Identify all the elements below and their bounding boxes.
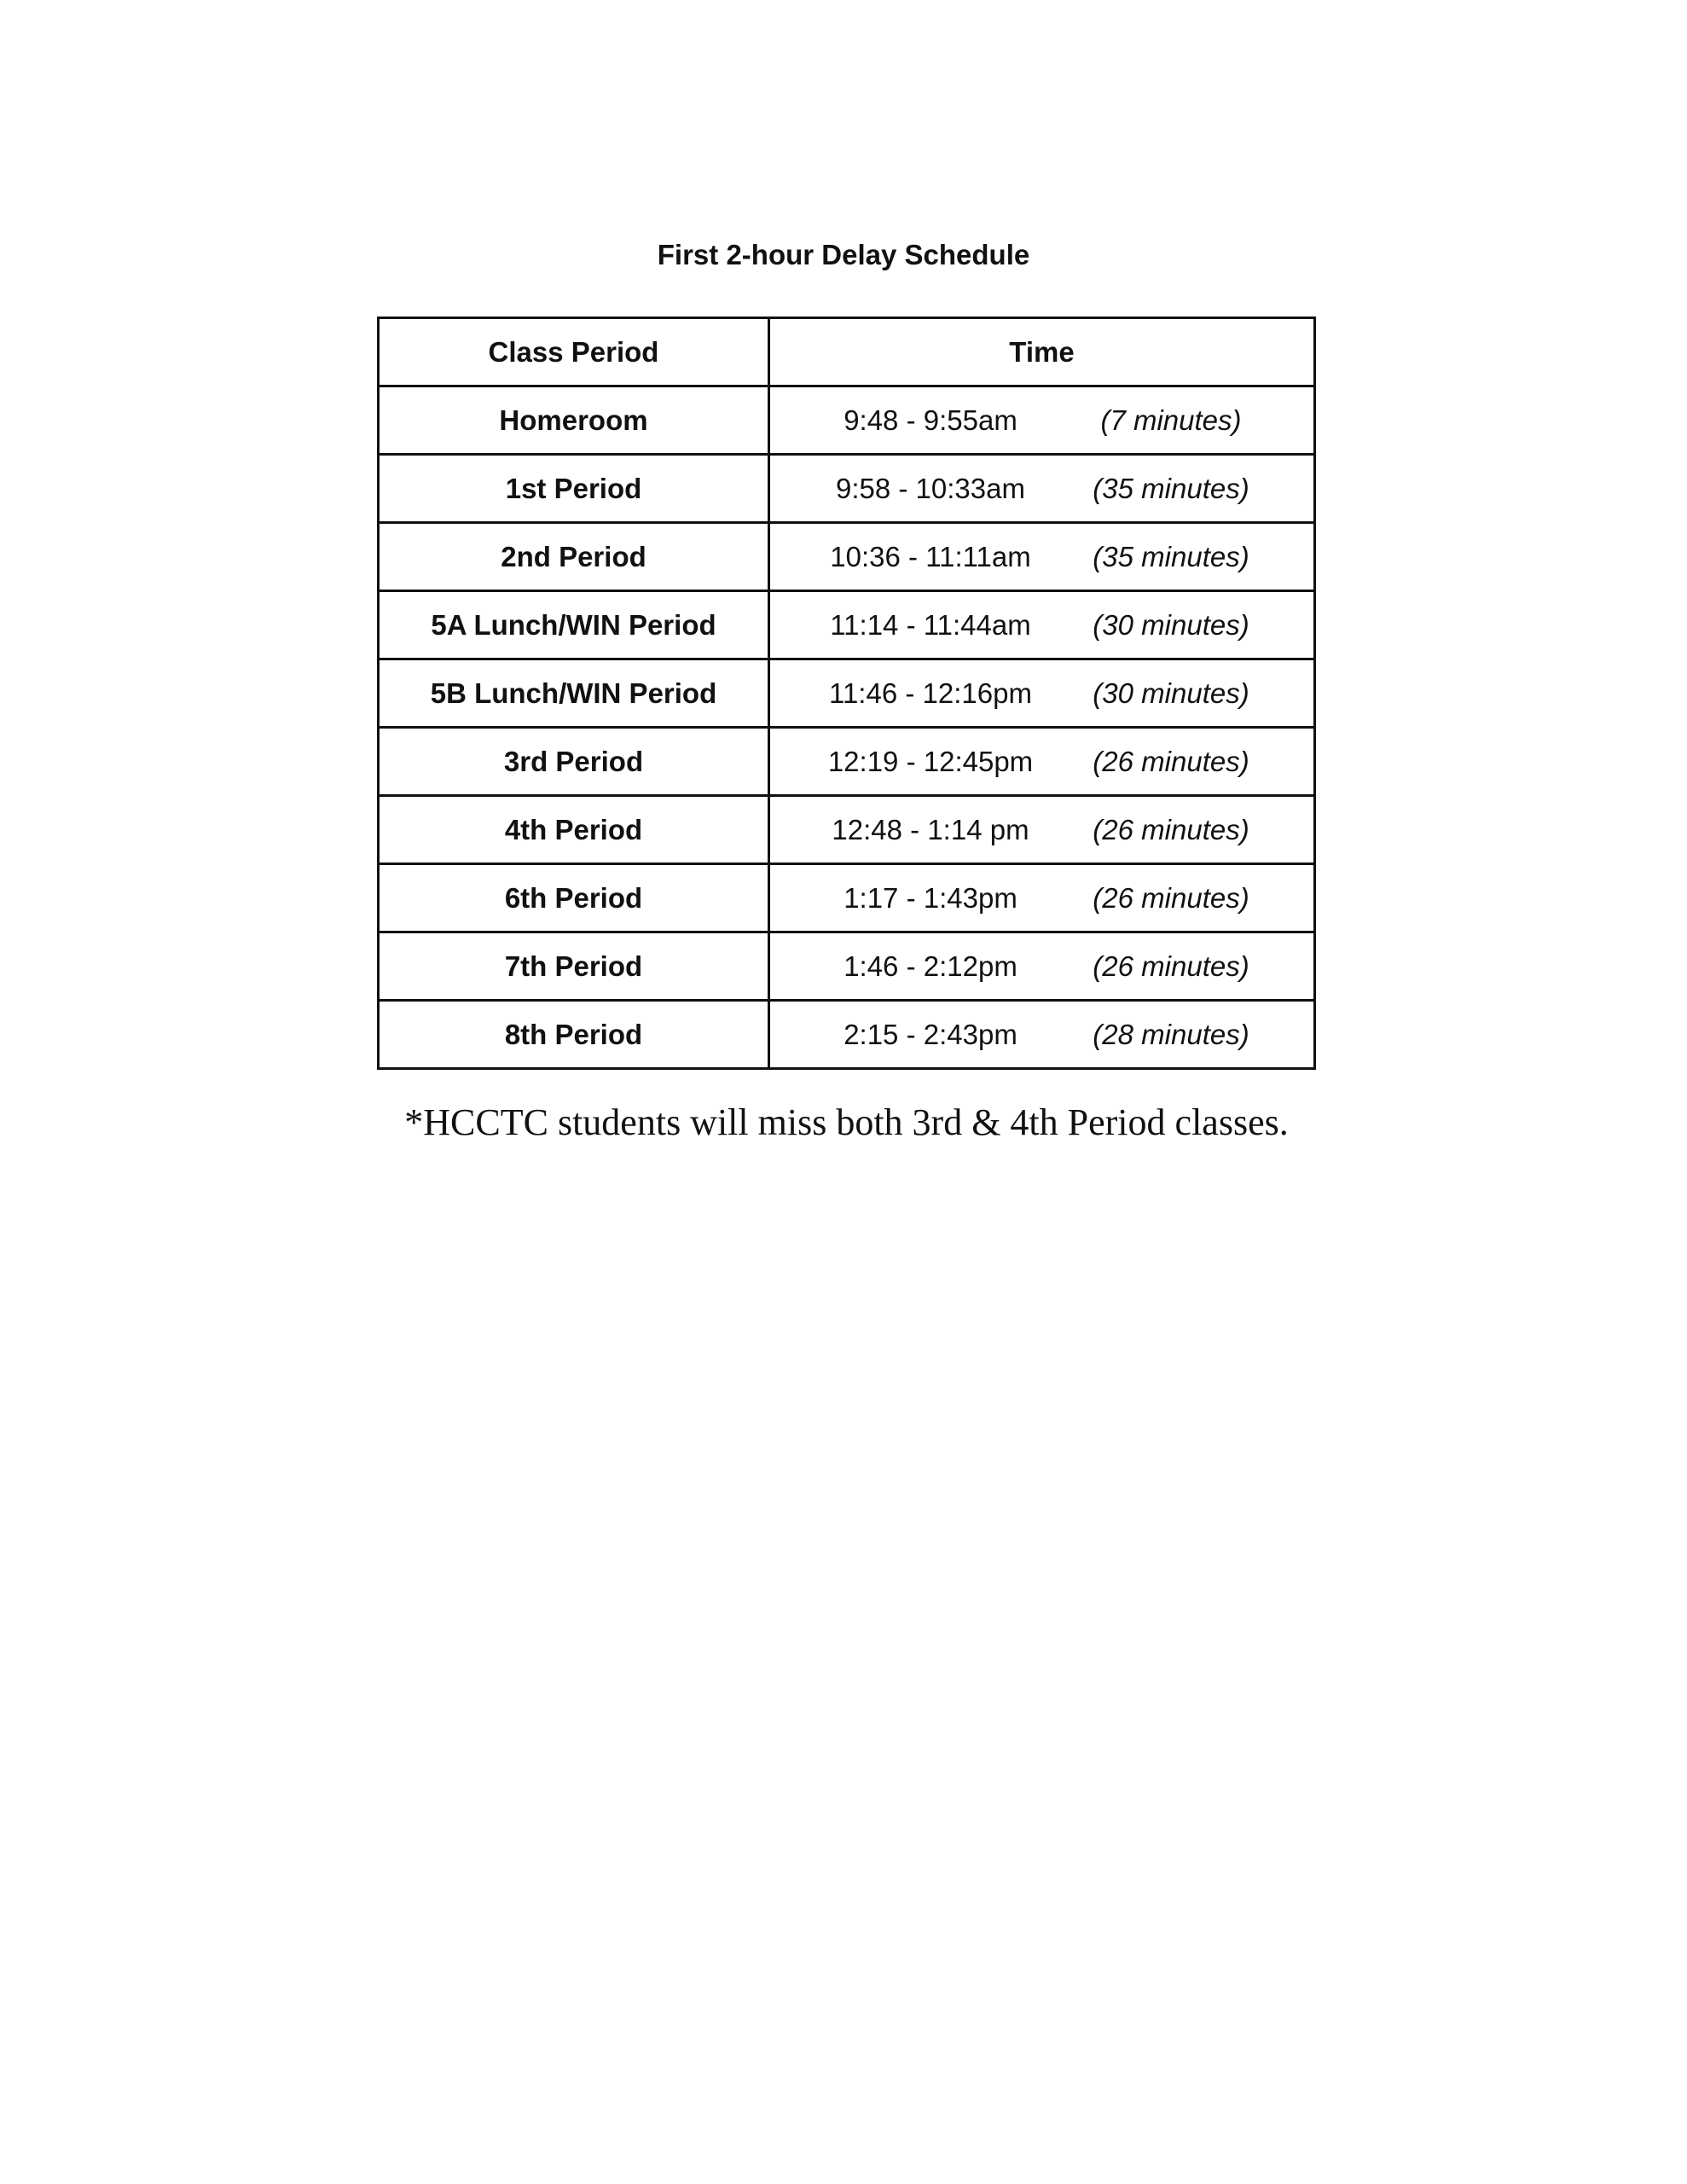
table-row: 4th Period 12:48 - 1:14 pm (26 minutes) [377, 794, 1316, 865]
document-title: First 2-hour Delay Schedule [657, 239, 1030, 270]
time-range: 2:15 - 2:43pm [844, 1018, 1017, 1050]
period-cell: 1st Period [377, 453, 770, 524]
time-cell: 1:17 - 1:43pm (26 minutes) [768, 863, 1316, 933]
duration: (30 minutes) [1093, 608, 1249, 641]
header-class-period: Class Period [377, 317, 770, 387]
duration: (30 minutes) [1093, 677, 1249, 709]
table-row: 5B Lunch/WIN Period 11:46 - 12:16pm (30 … [377, 658, 1316, 729]
table-row: 7th Period 1:46 - 2:12pm (26 minutes) [377, 931, 1316, 1002]
duration: (7 minutes) [1100, 404, 1242, 436]
time-cell: 9:58 - 10:33am (35 minutes) [768, 453, 1316, 524]
period-cell: 2nd Period [377, 521, 770, 592]
time-range: 9:58 - 10:33am [836, 472, 1025, 504]
period-cell: 5A Lunch/WIN Period [377, 590, 770, 660]
time-range: 12:48 - 1:14 pm [832, 813, 1029, 845]
time-cell: 12:48 - 1:14 pm (26 minutes) [768, 794, 1316, 865]
time-range: 9:48 - 9:55am [844, 404, 1017, 436]
time-cell: 1:46 - 2:12pm (26 minutes) [768, 931, 1316, 1002]
duration: (26 minutes) [1093, 813, 1249, 845]
time-range: 1:17 - 1:43pm [844, 881, 1017, 914]
time-cell: 11:46 - 12:16pm (30 minutes) [768, 658, 1316, 729]
time-range: 11:46 - 12:16pm [829, 677, 1032, 709]
time-range: 10:36 - 11:11am [830, 540, 1031, 572]
table-row: 8th Period 2:15 - 2:43pm (28 minutes) [377, 999, 1316, 1070]
duration: (35 minutes) [1093, 472, 1249, 504]
duration: (26 minutes) [1093, 950, 1249, 982]
period-cell: 7th Period [377, 931, 770, 1002]
time-cell: 12:19 - 12:45pm (26 minutes) [768, 726, 1316, 797]
period-cell: 5B Lunch/WIN Period [377, 658, 770, 729]
period-cell: 6th Period [377, 863, 770, 933]
time-cell: 10:36 - 11:11am (35 minutes) [768, 521, 1316, 592]
time-cell: 11:14 - 11:44am (30 minutes) [768, 590, 1316, 660]
footnote: *HCCTC students will miss both 3rd & 4th… [404, 1101, 1289, 1143]
time-range: 11:14 - 11:44am [830, 608, 1031, 641]
table-header-row: Class Period Time [377, 317, 1316, 387]
duration: (26 minutes) [1093, 881, 1249, 914]
duration: (26 minutes) [1093, 745, 1249, 777]
period-cell: Homeroom [377, 385, 770, 456]
table-row: 3rd Period 12:19 - 12:45pm (26 minutes) [377, 726, 1316, 797]
duration: (28 minutes) [1093, 1018, 1249, 1050]
duration: (35 minutes) [1093, 540, 1249, 572]
period-cell: 8th Period [377, 999, 770, 1070]
table-row: Homeroom 9:48 - 9:55am (7 minutes) [377, 385, 1316, 456]
table-row: 1st Period 9:58 - 10:33am (35 minutes) [377, 453, 1316, 524]
time-range: 1:46 - 2:12pm [844, 950, 1017, 982]
schedule-table: Class Period Time Homeroom 9:48 - 9:55am… [377, 317, 1316, 1070]
table-row: 6th Period 1:17 - 1:43pm (26 minutes) [377, 863, 1316, 933]
time-cell: 2:15 - 2:43pm (28 minutes) [768, 999, 1316, 1070]
period-cell: 4th Period [377, 794, 770, 865]
time-cell: 9:48 - 9:55am (7 minutes) [768, 385, 1316, 456]
header-time: Time [768, 317, 1316, 387]
table-row: 5A Lunch/WIN Period 11:14 - 11:44am (30 … [377, 590, 1316, 660]
time-range: 12:19 - 12:45pm [827, 745, 1034, 777]
period-cell: 3rd Period [377, 726, 770, 797]
table-row: 2nd Period 10:36 - 11:11am (35 minutes) [377, 521, 1316, 592]
